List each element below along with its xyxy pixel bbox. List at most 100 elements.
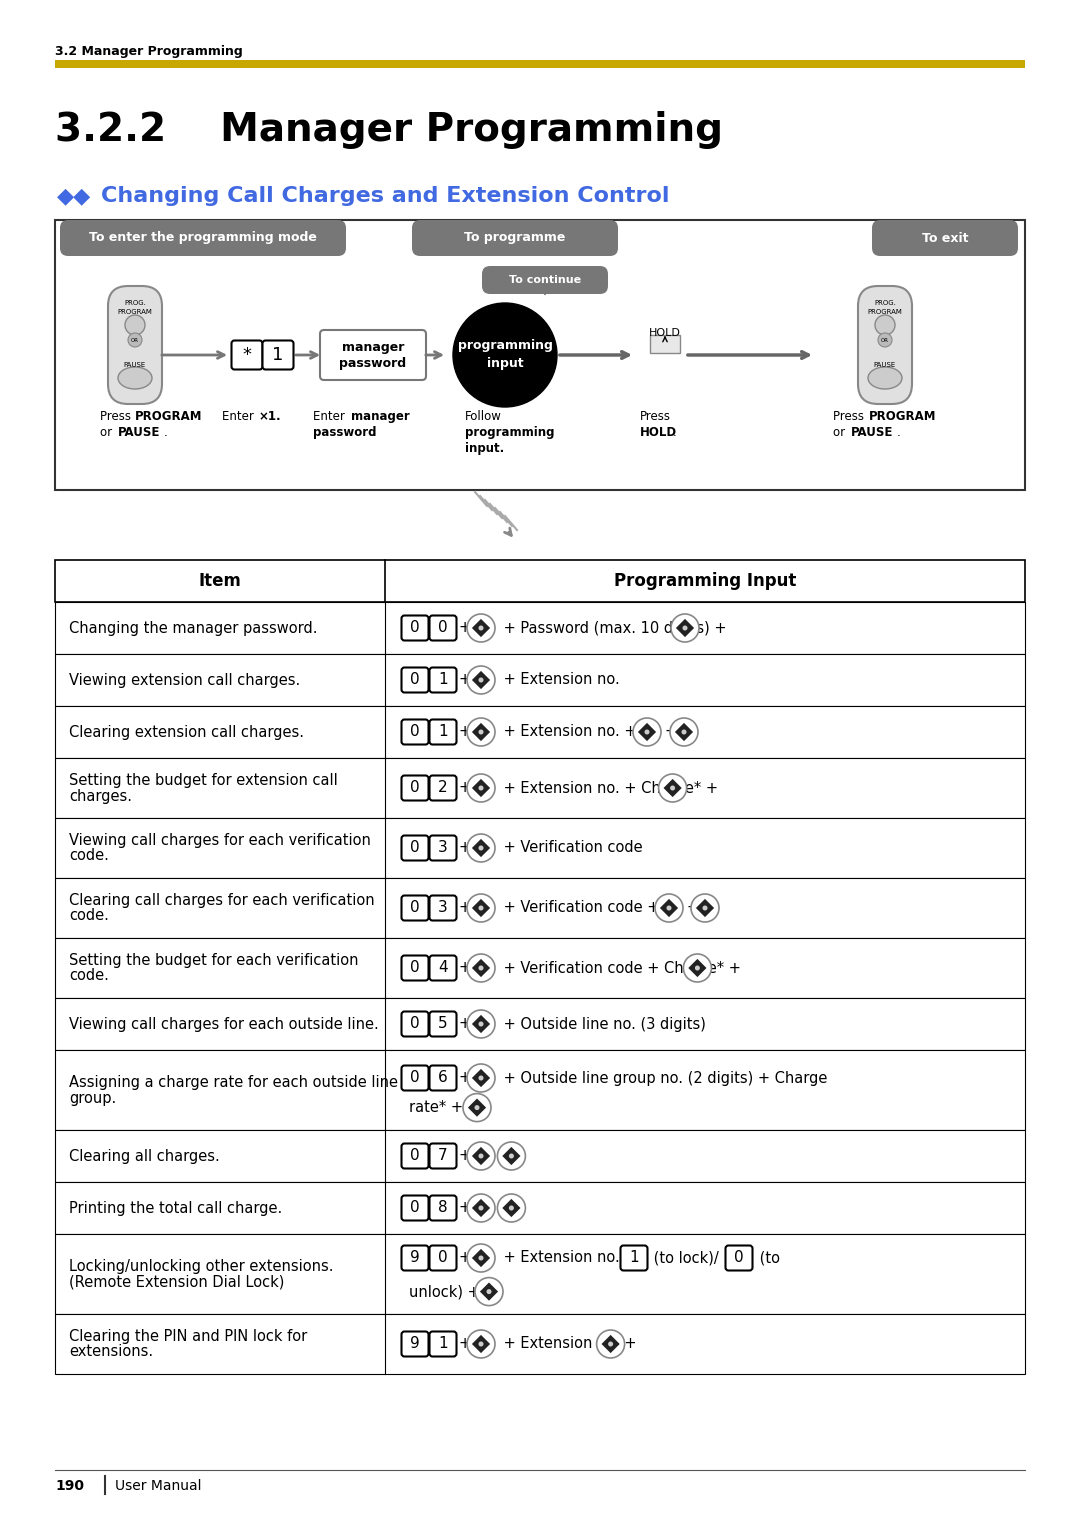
FancyBboxPatch shape: [430, 1012, 457, 1036]
Circle shape: [681, 729, 687, 735]
Circle shape: [467, 1141, 495, 1170]
Circle shape: [478, 1022, 484, 1027]
Polygon shape: [602, 1335, 620, 1354]
Text: 0: 0: [410, 840, 420, 856]
Circle shape: [478, 729, 484, 735]
Polygon shape: [472, 960, 490, 976]
Polygon shape: [638, 723, 657, 741]
Text: + Extension no. +: + Extension no. +: [499, 1337, 636, 1351]
Circle shape: [694, 966, 700, 970]
Text: Viewing call charges for each verification: Viewing call charges for each verificati…: [69, 833, 370, 848]
FancyBboxPatch shape: [320, 330, 426, 380]
Text: + Extension no. + Charge* +: + Extension no. + Charge* +: [499, 781, 718, 796]
Text: Clearing the PIN and PIN lock for: Clearing the PIN and PIN lock for: [69, 1328, 307, 1343]
FancyBboxPatch shape: [402, 1143, 429, 1169]
Circle shape: [670, 785, 675, 790]
Text: Clearing all charges.: Clearing all charges.: [69, 1149, 219, 1163]
FancyBboxPatch shape: [430, 1245, 457, 1270]
Circle shape: [596, 1329, 624, 1358]
Text: + Verification code +: + Verification code +: [499, 900, 660, 915]
Circle shape: [478, 625, 484, 631]
Text: OR: OR: [131, 338, 139, 342]
Circle shape: [467, 894, 495, 921]
Text: 1: 1: [438, 672, 448, 688]
Text: Setting the budget for each verification: Setting the budget for each verification: [69, 952, 359, 967]
FancyBboxPatch shape: [430, 895, 457, 920]
FancyBboxPatch shape: [858, 286, 912, 403]
Text: 0: 0: [410, 961, 420, 975]
Text: + Verification code + Charge* +: + Verification code + Charge* +: [499, 961, 741, 975]
Text: Printing the total call charge.: Printing the total call charge.: [69, 1201, 282, 1215]
FancyBboxPatch shape: [402, 1331, 429, 1357]
Text: PROGRAM: PROGRAM: [118, 309, 152, 315]
Text: 3: 3: [438, 900, 448, 915]
FancyBboxPatch shape: [430, 616, 457, 640]
FancyBboxPatch shape: [402, 1195, 429, 1221]
Circle shape: [467, 1193, 495, 1222]
Circle shape: [645, 729, 649, 735]
Text: Follow: Follow: [465, 410, 502, 423]
Circle shape: [509, 1154, 514, 1158]
Circle shape: [683, 625, 688, 631]
Text: +: +: [664, 724, 676, 740]
Text: PAUSE: PAUSE: [851, 426, 893, 439]
Circle shape: [702, 906, 707, 911]
Bar: [55, 559, 1025, 602]
Text: 0: 0: [410, 781, 420, 796]
Circle shape: [671, 614, 699, 642]
FancyBboxPatch shape: [872, 220, 1018, 257]
Circle shape: [467, 1010, 495, 1038]
Circle shape: [478, 1076, 484, 1080]
FancyBboxPatch shape: [402, 1065, 429, 1091]
Circle shape: [474, 1105, 480, 1111]
Polygon shape: [502, 1199, 521, 1218]
Text: .: .: [372, 426, 375, 439]
Circle shape: [463, 1094, 491, 1122]
Circle shape: [453, 303, 557, 406]
Polygon shape: [472, 1148, 490, 1164]
Text: HOLD: HOLD: [640, 426, 677, 439]
Text: Programming Input: Programming Input: [613, 571, 796, 590]
Text: +: +: [459, 1250, 471, 1265]
Text: Press: Press: [100, 410, 135, 423]
FancyBboxPatch shape: [402, 1245, 429, 1270]
Text: Item: Item: [199, 571, 242, 590]
Text: PROG.: PROG.: [874, 299, 896, 306]
Text: Enter: Enter: [313, 410, 349, 423]
Text: + Verification code: + Verification code: [499, 840, 643, 856]
Polygon shape: [502, 1148, 521, 1164]
FancyBboxPatch shape: [402, 776, 429, 801]
Text: programming: programming: [458, 339, 553, 351]
Text: PAUSE: PAUSE: [124, 362, 146, 368]
FancyBboxPatch shape: [430, 720, 457, 744]
Text: ×1.: ×1.: [259, 410, 282, 423]
Text: 0: 0: [410, 900, 420, 915]
FancyBboxPatch shape: [402, 616, 429, 640]
Text: To exit: To exit: [921, 232, 969, 244]
Text: (to: (to: [755, 1250, 780, 1265]
Text: .: .: [164, 426, 167, 439]
Text: +: +: [459, 781, 471, 796]
Circle shape: [467, 666, 495, 694]
Circle shape: [478, 845, 484, 851]
Text: 0: 0: [410, 672, 420, 688]
Circle shape: [475, 1277, 503, 1305]
Text: (to lock)/: (to lock)/: [649, 1250, 719, 1265]
Polygon shape: [472, 839, 490, 857]
Text: To programme: To programme: [464, 232, 566, 244]
Text: PROGRAM: PROGRAM: [135, 410, 203, 423]
Text: (Remote Extension Dial Lock): (Remote Extension Dial Lock): [69, 1274, 284, 1290]
FancyBboxPatch shape: [262, 341, 294, 370]
Text: + Extension no. +: + Extension no. +: [499, 1250, 636, 1265]
FancyBboxPatch shape: [402, 720, 429, 744]
Circle shape: [878, 333, 892, 347]
FancyBboxPatch shape: [430, 1331, 457, 1357]
Text: 0: 0: [438, 620, 448, 636]
Text: Clearing extension call charges.: Clearing extension call charges.: [69, 724, 303, 740]
Circle shape: [608, 1342, 613, 1346]
Text: +: +: [459, 1149, 471, 1163]
Circle shape: [467, 775, 495, 802]
Polygon shape: [472, 898, 490, 917]
Polygon shape: [472, 1248, 490, 1267]
Text: password: password: [339, 356, 406, 370]
